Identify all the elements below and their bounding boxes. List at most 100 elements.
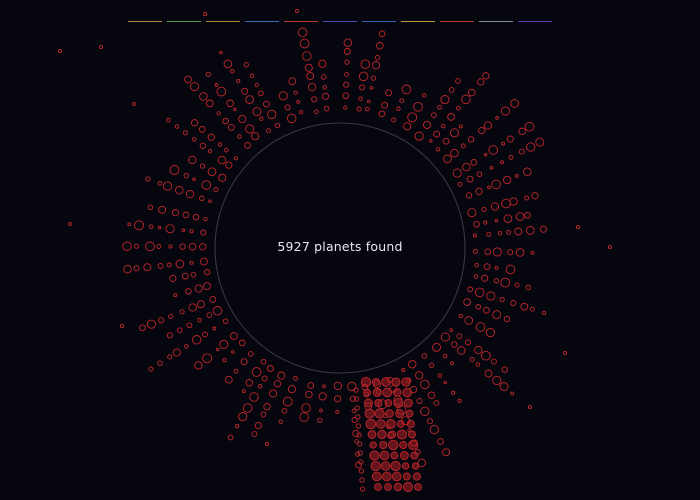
planet-dot[interactable] (422, 93, 427, 98)
planet-dot[interactable] (450, 361, 454, 366)
planet-dot[interactable] (473, 274, 479, 279)
planet-dot[interactable] (482, 72, 490, 80)
planet-dot[interactable] (369, 85, 374, 90)
planet-dot[interactable] (216, 111, 221, 116)
planet-dot[interactable] (429, 139, 433, 143)
planet-dot[interactable] (319, 408, 323, 413)
planet-dot[interactable] (374, 483, 382, 491)
planet-dot[interactable] (460, 143, 466, 149)
planet-dot[interactable] (173, 293, 178, 298)
planet-dot[interactable] (396, 420, 405, 428)
planet-dot[interactable] (203, 282, 211, 291)
planet-dot[interactable] (401, 84, 412, 95)
planet-dot[interactable] (237, 134, 242, 139)
planet-dot[interactable] (484, 369, 493, 378)
planet-dot[interactable] (503, 315, 511, 323)
planet-dot[interactable] (399, 98, 405, 104)
planet-dot[interactable] (245, 379, 254, 387)
planet-dot[interactable] (442, 137, 450, 145)
planet-dot[interactable] (501, 198, 511, 209)
planet-dot[interactable] (481, 274, 489, 282)
planet-dot[interactable] (166, 332, 173, 339)
planet-dot[interactable] (467, 208, 477, 218)
planet-dot[interactable] (381, 101, 389, 109)
planet-dot[interactable] (190, 119, 199, 127)
planet-dot[interactable] (414, 131, 424, 141)
planet-dot[interactable] (371, 377, 381, 387)
planet-dot[interactable] (317, 417, 323, 423)
planet-dot[interactable] (166, 117, 171, 123)
planet-dot[interactable] (367, 430, 377, 439)
planet-dot[interactable] (392, 388, 402, 397)
planet-dot[interactable] (525, 226, 535, 235)
planet-dot[interactable] (225, 161, 233, 169)
filter-line-5[interactable] (284, 21, 318, 22)
planet-dot[interactable] (98, 44, 104, 50)
planet-dot[interactable] (273, 380, 282, 388)
planet-dot[interactable] (191, 335, 202, 345)
planet-dot[interactable] (371, 471, 382, 482)
planet-dot[interactable] (243, 62, 249, 68)
planet-dot[interactable] (457, 181, 463, 187)
planet-dot[interactable] (294, 8, 300, 14)
filter-line-8[interactable] (401, 21, 435, 22)
planet-dot[interactable] (396, 106, 401, 112)
planet-dot[interactable] (343, 81, 350, 88)
planet-dot[interactable] (202, 353, 213, 364)
planet-dot[interactable] (464, 339, 471, 346)
planet-dot[interactable] (478, 126, 486, 135)
planet-dot[interactable] (379, 440, 388, 450)
planet-dot[interactable] (514, 227, 523, 236)
planet-dot[interactable] (219, 50, 223, 55)
planet-dot[interactable] (356, 432, 362, 438)
planet-dot[interactable] (288, 77, 297, 86)
planet-dot[interactable] (450, 148, 459, 158)
planet-dot[interactable] (196, 300, 205, 309)
planet-dot[interactable] (287, 385, 296, 394)
planet-dot[interactable] (356, 106, 362, 112)
planet-dot[interactable] (492, 247, 502, 257)
planet-dot[interactable] (395, 409, 405, 418)
planet-dot[interactable] (358, 96, 363, 102)
planet-dot[interactable] (188, 155, 197, 165)
planet-dot[interactable] (342, 92, 350, 100)
planet-dot[interactable] (189, 229, 194, 234)
planet-dot[interactable] (396, 429, 408, 440)
planet-dot[interactable] (507, 249, 514, 256)
planet-dot[interactable] (467, 88, 476, 97)
planet-dot[interactable] (427, 391, 436, 399)
planet-dot[interactable] (254, 82, 259, 88)
planet-dot[interactable] (146, 319, 156, 329)
planet-dot[interactable] (231, 350, 235, 354)
planet-dot[interactable] (437, 104, 442, 110)
planet-dot[interactable] (385, 89, 392, 97)
planet-dot[interactable] (258, 90, 264, 97)
planet-dot[interactable] (194, 284, 203, 293)
planet-dot[interactable] (377, 429, 387, 440)
planet-dot[interactable] (390, 451, 399, 460)
planet-dot[interactable] (238, 412, 248, 422)
planet-dot[interactable] (359, 84, 366, 91)
planet-dot[interactable] (520, 302, 529, 311)
planet-dot[interactable] (488, 145, 498, 155)
planet-dot[interactable] (393, 398, 404, 408)
planet-dot[interactable] (486, 291, 496, 301)
planet-dot[interactable] (199, 257, 208, 266)
planet-dot[interactable] (477, 78, 485, 86)
planet-dot[interactable] (372, 388, 382, 397)
planet-dot[interactable] (278, 91, 288, 101)
planet-dot[interactable] (452, 168, 462, 178)
planet-dot[interactable] (242, 403, 253, 413)
planet-dot[interactable] (263, 403, 271, 411)
planet-dot[interactable] (526, 142, 536, 152)
planet-dot[interactable] (483, 220, 488, 225)
planet-dot[interactable] (510, 391, 515, 396)
planet-dot[interactable] (227, 434, 234, 441)
planet-dot[interactable] (263, 100, 270, 108)
planet-dot[interactable] (57, 48, 63, 54)
planet-dot[interactable] (207, 149, 213, 154)
planet-dot[interactable] (233, 107, 237, 112)
planet-dot[interactable] (306, 72, 315, 81)
planet-dot[interactable] (408, 360, 417, 369)
planet-dot[interactable] (359, 477, 365, 483)
